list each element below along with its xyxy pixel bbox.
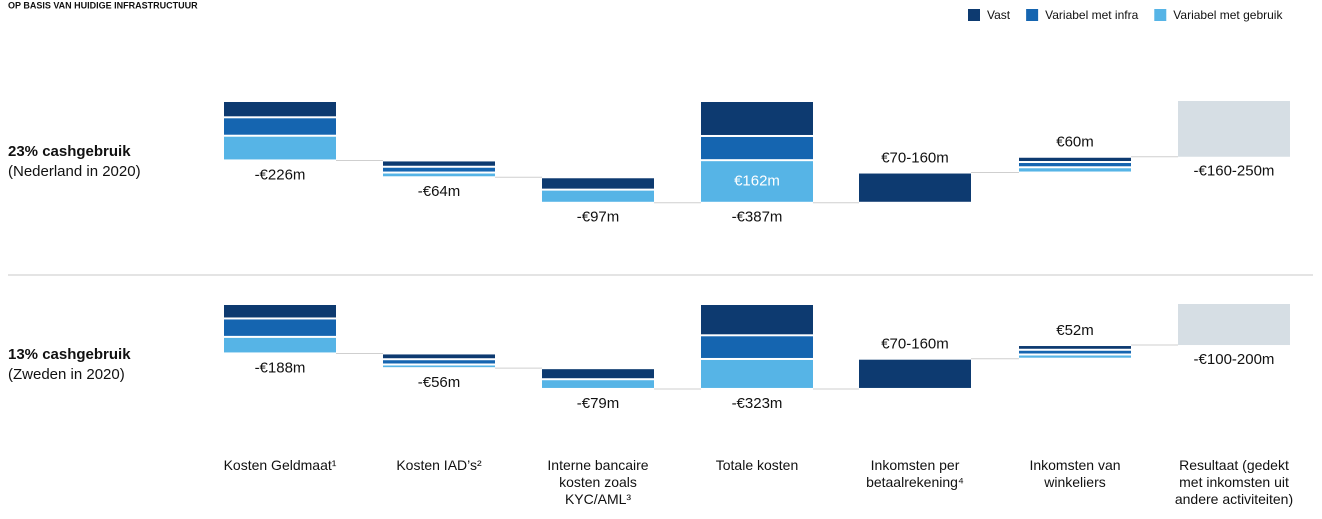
value-label: -€100-200m — [1194, 351, 1275, 368]
bar-segment — [383, 161, 495, 166]
category-label: Interne bancaire kosten zoals KYC/AML³ — [547, 457, 648, 507]
category-label: Inkomsten van winkeliers — [1029, 457, 1120, 490]
bar-segment — [224, 305, 336, 318]
bar-segment — [224, 319, 336, 336]
bar-segment — [383, 360, 495, 364]
bar-segment — [542, 190, 654, 202]
legend-label: Variabel met infra — [1045, 8, 1138, 22]
row-subtitle: (Nederland in 2020) — [8, 163, 141, 180]
value-label: -€188m — [255, 359, 306, 376]
segment-label: €162m — [734, 172, 780, 189]
value-label: €52m — [1056, 322, 1094, 339]
bar-segment — [224, 102, 336, 117]
legend-label: Vast — [987, 8, 1011, 22]
bar-segment — [1019, 157, 1131, 162]
value-label: €60m — [1056, 134, 1094, 151]
bar-segment — [542, 369, 654, 379]
value-label: -€160-250m — [1194, 163, 1275, 180]
row-title: 13% cashgebruik — [8, 346, 131, 363]
bar-segment — [1019, 168, 1131, 172]
value-label: -€79m — [577, 395, 620, 412]
value-label: -€64m — [418, 183, 461, 200]
legend-swatch — [1026, 9, 1039, 21]
category-label: Inkomsten per betaalrekening⁴ — [866, 457, 964, 490]
bar-segment — [383, 365, 495, 368]
category-label: Totale kosten — [716, 457, 799, 473]
bar-segment — [383, 167, 495, 172]
bar-segment — [859, 173, 971, 202]
bar-segment — [224, 118, 336, 135]
value-label: -€387m — [732, 209, 783, 226]
category-label: Kosten IAD’s² — [396, 457, 482, 473]
legend-swatch — [968, 9, 980, 21]
bar-segment — [701, 136, 813, 160]
bar-segment — [224, 136, 336, 160]
row-title: 23% cashgebruik — [8, 143, 131, 160]
bar-segment — [383, 354, 495, 359]
legend: Vast Variabel met infra Variabel met gebru… — [968, 8, 1283, 22]
bar-segment — [1019, 346, 1131, 349]
category-label: Resultaat (gedekt met inkomsten uit andere… — [1175, 457, 1293, 507]
value-label: -€56m — [418, 374, 461, 391]
result-bar — [1178, 304, 1290, 346]
bar-segment — [701, 161, 813, 202]
page-title: OP BASIS VAN HUIDIGE INFRASTRUCTUUR — [8, 0, 198, 10]
bar-segment — [701, 102, 813, 135]
bar-segment — [542, 178, 654, 189]
legend-label: Variabel met gebruik — [1173, 8, 1283, 22]
bar-segment — [701, 336, 813, 358]
result-bar — [1178, 101, 1290, 157]
legend-swatch — [1154, 9, 1167, 21]
category-label: Kosten Geldmaat¹ — [224, 457, 337, 473]
bar-segment — [224, 337, 336, 353]
value-label: €70-160m — [881, 336, 949, 353]
value-label: -€323m — [732, 395, 783, 412]
value-label: €70-160m — [881, 150, 949, 167]
bar-segment — [1019, 163, 1131, 167]
bar-segment — [701, 359, 813, 388]
bar-segment — [701, 305, 813, 335]
bar-segment — [859, 359, 971, 388]
bar-segment — [1019, 350, 1131, 354]
value-label: -€97m — [577, 209, 620, 226]
row-subtitle: (Zweden in 2020) — [8, 366, 125, 383]
bar-segment — [1019, 355, 1131, 358]
bar-segment — [383, 173, 495, 177]
value-label: -€226m — [255, 166, 306, 183]
bar-segment — [542, 380, 654, 388]
